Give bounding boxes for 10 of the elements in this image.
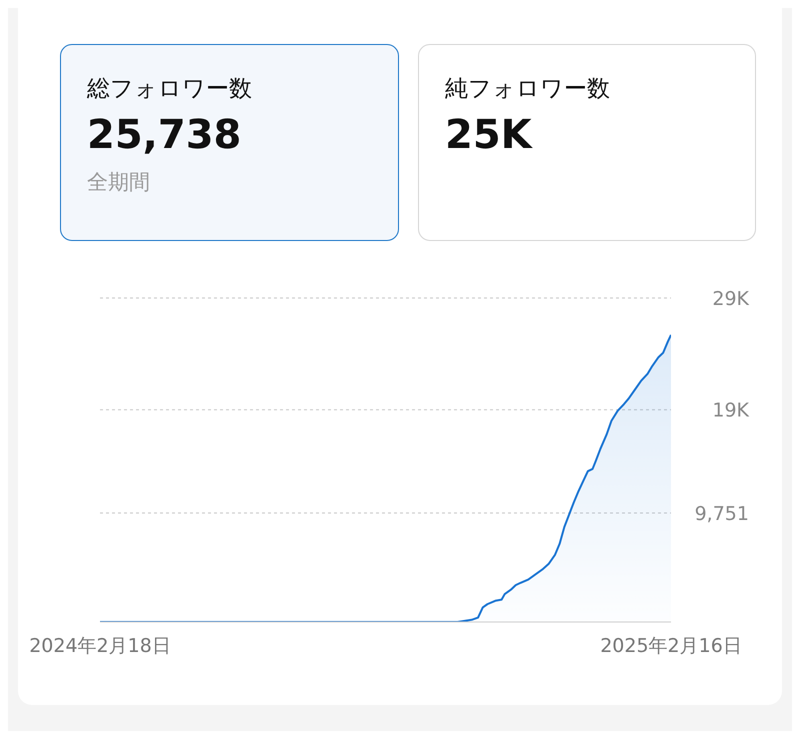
text: 25,738 [87, 112, 242, 158]
y-tick-label: 29K [712, 288, 750, 310]
x-tick-label: 2024年2月18日 [29, 635, 171, 657]
text: 総フォロワー数 [87, 75, 253, 104]
text: 純フォロワー数 [445, 75, 611, 104]
text: 全期間 [87, 169, 151, 196]
text: 25K [445, 112, 534, 158]
y-tick-label: 9,751 [694, 503, 749, 526]
y-tick-label: 19K [712, 400, 750, 422]
x-tick-label: 2025年2月16日 [600, 635, 742, 657]
